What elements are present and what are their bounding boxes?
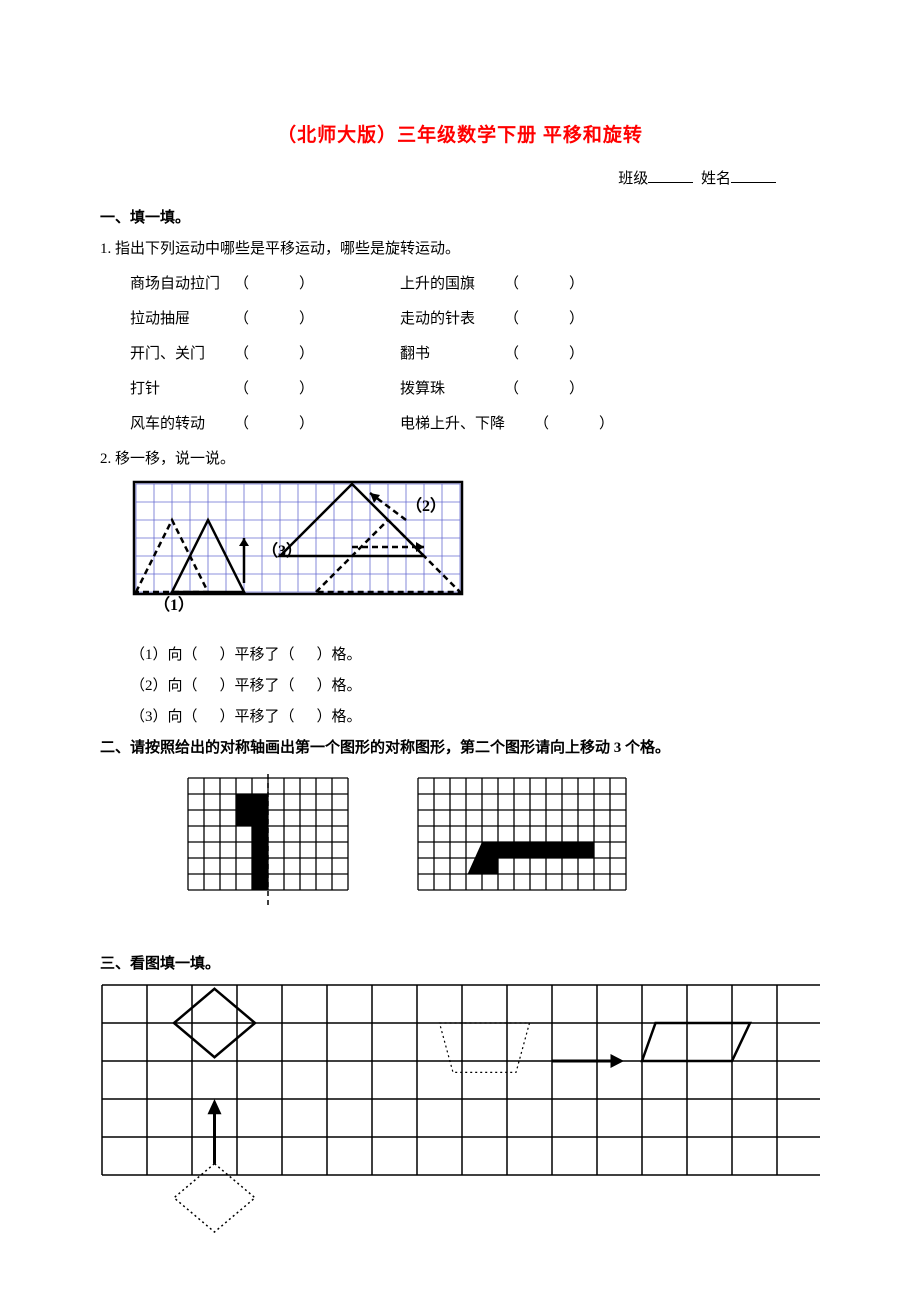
svg-text:（3）: （3） (262, 542, 302, 560)
motion-label: 上升的国旗 (400, 272, 500, 293)
motion-label: 电梯上升、下降 (400, 412, 530, 433)
sub-mid: ）平移了（ (220, 647, 295, 663)
q2-num: 2. (100, 451, 111, 467)
paren-close: ） (299, 272, 314, 293)
motion-label: 翻书 (400, 342, 500, 363)
paren-close: ） (299, 307, 314, 328)
q2-body: 移一移，说一说。 (115, 451, 235, 467)
paren-open: （ (234, 412, 249, 433)
paren-open: （ (234, 272, 249, 293)
class-label: 班级 (618, 171, 648, 187)
section1-header: 一、填一填。 (100, 206, 820, 227)
paren-open: （ (534, 412, 549, 433)
sub-q-2: （2）向（ ）平移了（ ）格。 (130, 674, 820, 695)
motion-label: 风车的转动 (130, 412, 230, 433)
class-name-line: 班级 姓名 (100, 167, 820, 188)
motion-label: 打针 (130, 377, 230, 398)
sub-mid: ）平移了（ (220, 709, 295, 725)
big-grid-figure (100, 983, 820, 1263)
paren-open: （ (234, 377, 249, 398)
grid-a (180, 772, 360, 912)
page-title: （北师大版）三年级数学下册 平移和旋转 (100, 120, 820, 147)
motion-label: 拉动抽屉 (130, 307, 230, 328)
motion-row: 开门、关门 （ ） 翻书 （ ） (130, 342, 820, 363)
paren-close: ） (299, 377, 314, 398)
name-blank[interactable] (731, 182, 776, 183)
motion-list: 商场自动拉门 （ ） 上升的国旗 （ ） 拉动抽屉 （ ） 走动的针表 （ ） 开门、关… (100, 272, 820, 433)
paren-close: ） (599, 412, 614, 433)
svg-text:（1）: （1） (154, 596, 194, 614)
symmetry-grids (180, 772, 820, 912)
section2-header: 二、请按照给出的对称轴画出第一个图形的对称图形，第二个图形请向上移动 3 个格。 (100, 736, 820, 757)
q2-text: 2. 移一移，说一说。 (100, 447, 820, 468)
paren-open: （ (504, 342, 519, 363)
motion-row: 风车的转动 （ ） 电梯上升、下降 （ ） (130, 412, 820, 433)
paren-open: （ (504, 307, 519, 328)
motion-label: 走动的针表 (400, 307, 500, 328)
motion-row: 打针 （ ） 拨算珠 （ ） (130, 377, 820, 398)
sub-end: ）格。 (317, 647, 362, 663)
triangle-grid-figure: （1） （2） （3） (130, 478, 820, 628)
name-label: 姓名 (701, 171, 731, 187)
paren-open: （ (504, 272, 519, 293)
class-blank[interactable] (648, 182, 693, 183)
sub-end: ）格。 (317, 709, 362, 725)
svg-text:（2）: （2） (406, 497, 446, 515)
motion-row: 商场自动拉门 （ ） 上升的国旗 （ ） (130, 272, 820, 293)
sub-mid: ）平移了（ (220, 678, 295, 694)
motion-row: 拉动抽屉 （ ） 走动的针表 （ ） (130, 307, 820, 328)
q1-body: 指出下列运动中哪些是平移运动，哪些是旋转运动。 (115, 241, 460, 257)
paren-close: ） (569, 342, 584, 363)
paren-open: （ (234, 307, 249, 328)
sub-q-3: （3）向（ ）平移了（ ）格。 (130, 705, 820, 726)
grid-b (410, 772, 635, 897)
sub-label: （3）向（ (130, 709, 198, 725)
sub-label: （2）向（ (130, 678, 198, 694)
q1-text: 1. 指出下列运动中哪些是平移运动，哪些是旋转运动。 (100, 237, 820, 258)
motion-label: 开门、关门 (130, 342, 230, 363)
paren-close: ） (569, 272, 584, 293)
section3-header: 三、看图填一填。 (100, 952, 820, 973)
paren-close: ） (569, 307, 584, 328)
paren-open: （ (234, 342, 249, 363)
paren-close: ） (299, 412, 314, 433)
motion-label: 拨算珠 (400, 377, 500, 398)
sub-label: （1）向（ (130, 647, 198, 663)
paren-close: ） (299, 342, 314, 363)
paren-close: ） (569, 377, 584, 398)
motion-label: 商场自动拉门 (130, 272, 230, 293)
paren-open: （ (504, 377, 519, 398)
q1-num: 1. (100, 241, 111, 257)
sub-q-1: （1）向（ ）平移了（ ）格。 (130, 643, 820, 664)
sub-end: ）格。 (317, 678, 362, 694)
